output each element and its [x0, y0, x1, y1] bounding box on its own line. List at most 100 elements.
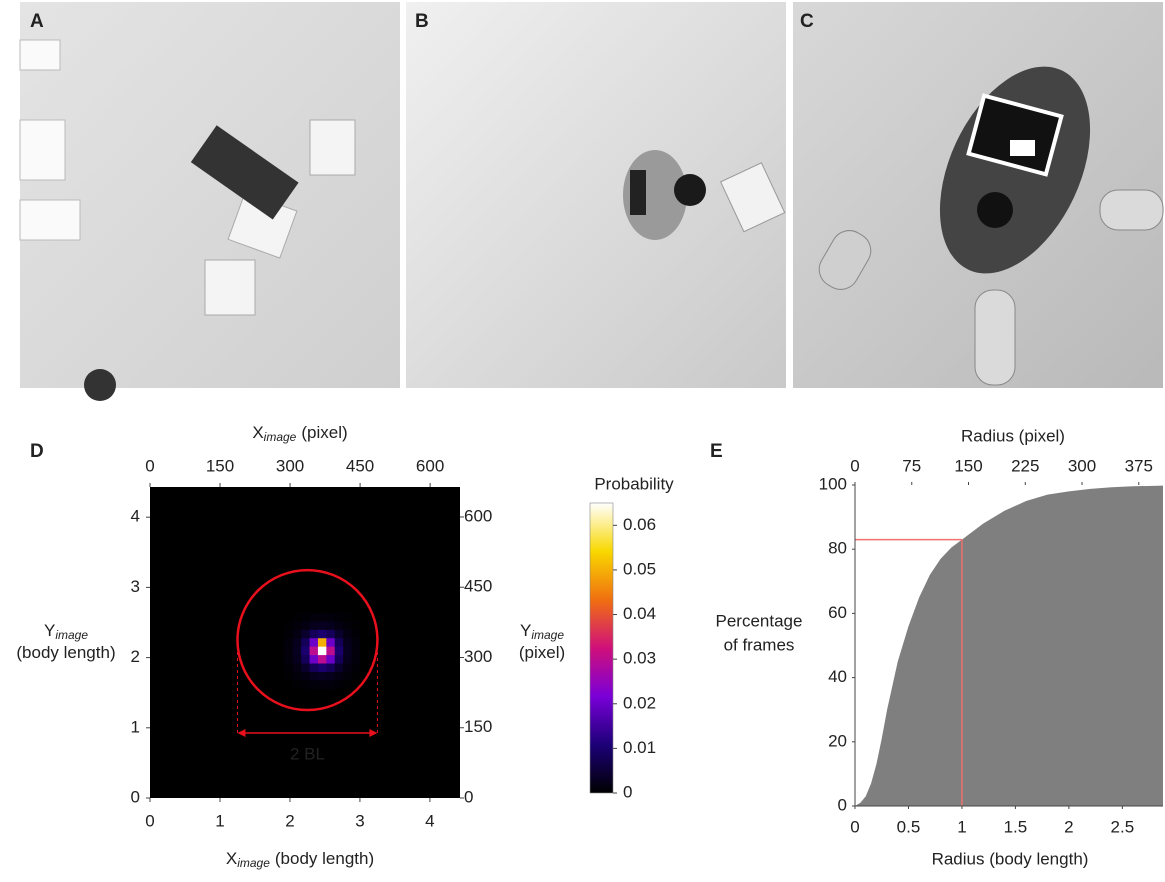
x-tick-label: 4	[425, 811, 434, 830]
heat-cell	[335, 613, 344, 622]
y2-tick-label: 300	[464, 647, 492, 666]
heat-cell	[335, 680, 344, 689]
heat-cell	[326, 655, 335, 664]
y-tick-label: 3	[131, 577, 140, 596]
photo-a	[20, 2, 400, 401]
area	[855, 486, 1163, 806]
x-tick-label: 1	[957, 817, 966, 836]
x-tick-label: 0	[850, 817, 859, 836]
x2-tick-label: 450	[346, 456, 374, 475]
colorbar-tick-label: 0.06	[623, 515, 656, 534]
heat-cell	[343, 672, 352, 681]
y2-tick-label: 600	[464, 506, 492, 525]
label-symbol: Y	[520, 621, 531, 640]
heat-cell	[326, 621, 335, 630]
axis-label: Ximage(pixel)	[252, 423, 347, 444]
x-tick-label: 0.5	[897, 817, 921, 836]
heat-cell	[352, 655, 361, 664]
heat-cell	[301, 672, 310, 681]
x2-tick-label: 0	[145, 456, 154, 475]
y-tick-label: 0	[838, 795, 847, 814]
y-tick-label: 80	[828, 539, 847, 558]
label-subscript: image	[531, 628, 564, 642]
heat-cell	[326, 663, 335, 672]
heat-cell	[293, 680, 302, 689]
colorbar	[590, 503, 613, 793]
heat-cell	[318, 630, 327, 639]
heat-cell	[343, 646, 352, 655]
y2-tick-label: 450	[464, 577, 492, 596]
heat-cell	[343, 621, 352, 630]
photo-c	[793, 2, 1163, 388]
heat-cell	[335, 621, 344, 630]
x-tick-label: 2	[285, 811, 294, 830]
axis-label: of frames	[724, 635, 795, 654]
colorbar-title: Probability	[594, 474, 674, 493]
heat-cell	[326, 638, 335, 647]
heat-cell	[326, 630, 335, 639]
heat-cell	[335, 638, 344, 647]
label-unit: (body length)	[275, 849, 374, 868]
x-tick-label: 2	[1064, 817, 1073, 836]
heat-cell	[352, 672, 361, 681]
heat-cell	[293, 621, 302, 630]
heat-cell	[335, 672, 344, 681]
heat-cell	[310, 630, 319, 639]
heat-cell	[318, 646, 327, 655]
heat-cell	[284, 646, 293, 655]
heat-cell	[318, 680, 327, 689]
figure: A B C 0123401503004506000123401503004506…	[0, 0, 1165, 877]
axis-label: Radius (body length)	[932, 849, 1089, 868]
x-tick-label: 1	[215, 811, 224, 830]
annotation: 2 BL	[290, 744, 325, 763]
axis-label: Radius (pixel)	[961, 426, 1065, 445]
heat-cell	[310, 672, 319, 681]
y2-tick-label: 0	[464, 787, 473, 806]
heat-cell	[301, 613, 310, 622]
heat-cell	[301, 646, 310, 655]
x2-tick-label: 0	[850, 456, 859, 475]
panel-label: A	[30, 11, 44, 32]
x2-tick-label: 375	[1125, 456, 1153, 475]
label-subscript: image	[237, 856, 270, 870]
heat-cell	[293, 630, 302, 639]
heat-cell	[301, 621, 310, 630]
heat-cell	[284, 680, 293, 689]
x2-tick-label: 300	[1068, 456, 1096, 475]
colorbar-tick-label: 0.01	[623, 738, 656, 757]
heat-cell	[310, 655, 319, 664]
heat-cell	[326, 613, 335, 622]
heat-cell	[284, 663, 293, 672]
label-unit: (pixel)	[301, 423, 347, 442]
y-tick-label: 2	[131, 647, 140, 666]
heat-cell	[293, 655, 302, 664]
label-symbol: X	[252, 423, 263, 442]
heat-cell	[284, 638, 293, 647]
heat-cell	[352, 663, 361, 672]
label-unit: (pixel)	[519, 643, 565, 662]
heat-cell	[310, 621, 319, 630]
x2-tick-label: 600	[416, 456, 444, 475]
heat-cell	[352, 646, 361, 655]
x-tick-label: 2.5	[1111, 817, 1135, 836]
heat-cell	[293, 638, 302, 647]
heat-cell	[293, 672, 302, 681]
heat-cell	[318, 655, 327, 664]
photo-b	[406, 2, 786, 388]
heat-cell	[310, 663, 319, 672]
heat-cell	[318, 638, 327, 647]
y-tick-label: 4	[131, 507, 140, 526]
axis-label: Percentage	[716, 611, 803, 630]
heat-cell	[335, 630, 344, 639]
panel-label: E	[710, 441, 723, 462]
heat-cell	[310, 680, 319, 689]
colorbar-tick-label: 0.02	[623, 693, 656, 712]
panel-label: C	[800, 11, 814, 32]
axis-label: Yimage(body length)	[16, 621, 115, 662]
colorbar-tick-label: 0.03	[623, 649, 656, 668]
heat-cell	[284, 672, 293, 681]
heat-cell	[301, 663, 310, 672]
colorbar-tick-label: 0	[623, 782, 632, 801]
heat-cell	[310, 613, 319, 622]
heat-cell	[326, 646, 335, 655]
